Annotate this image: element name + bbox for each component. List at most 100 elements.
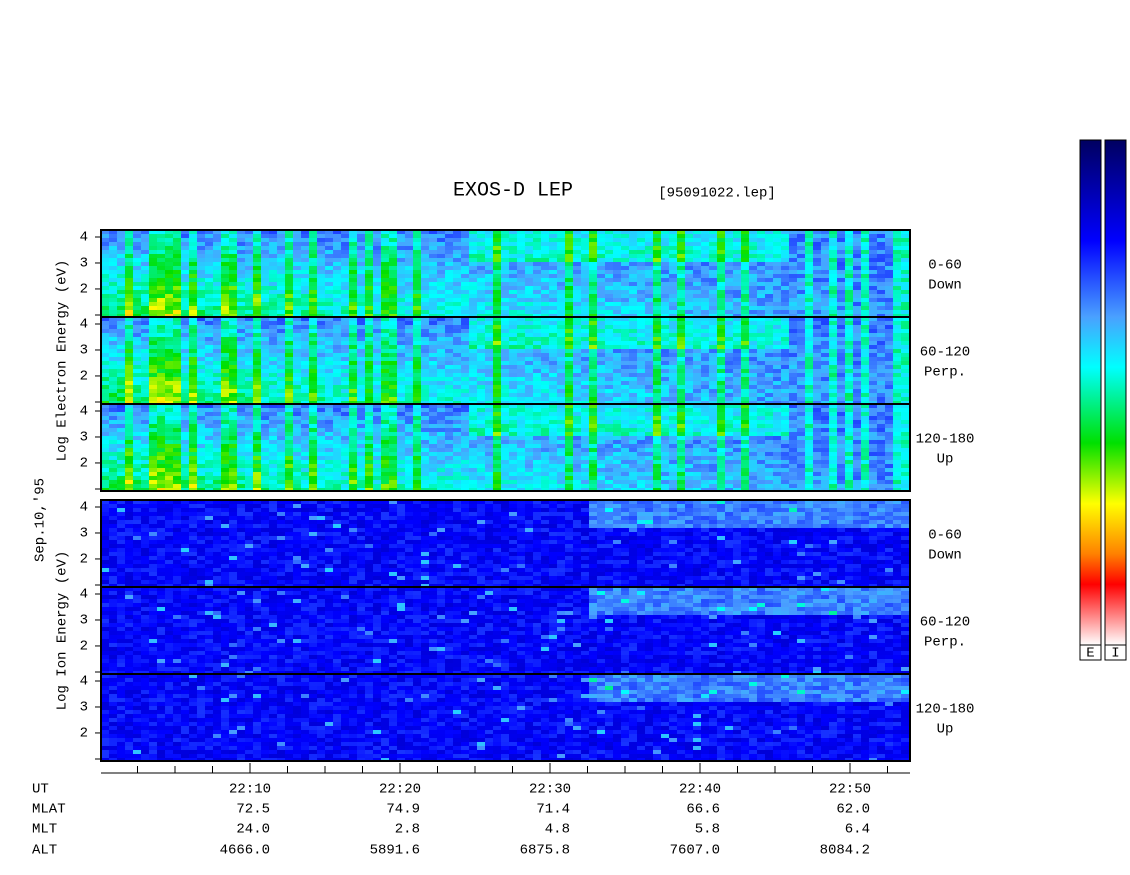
spectrogram-cell xyxy=(565,266,573,270)
spectrogram-cell xyxy=(549,282,557,286)
spectrogram-cell xyxy=(725,270,733,274)
spectrogram-cell xyxy=(885,306,893,310)
spectrogram-cell xyxy=(861,310,869,314)
spectrogram-cell xyxy=(789,314,797,317)
spectrogram-cell xyxy=(277,262,285,266)
spectrogram-cell xyxy=(117,448,125,452)
spectrogram-cell xyxy=(461,262,469,266)
spectrogram-cell xyxy=(781,254,789,258)
spectrogram-cell xyxy=(493,230,501,234)
spectrogram-cell xyxy=(581,246,589,250)
spectrogram-cell xyxy=(333,250,341,254)
spectrogram-cell xyxy=(205,329,213,333)
spectrogram-cell xyxy=(501,246,509,250)
spectrogram-cell xyxy=(205,416,213,420)
spectrogram-cell xyxy=(621,310,629,314)
spectrogram-cell xyxy=(269,258,277,262)
spectrogram-cell xyxy=(149,349,157,353)
spectrogram-cell xyxy=(773,250,781,254)
spectrogram-cell xyxy=(141,381,149,385)
spectrogram-cell xyxy=(837,373,845,377)
spectrogram-cell xyxy=(269,250,277,254)
spectrogram-cell xyxy=(645,393,653,397)
spectrogram-cell xyxy=(205,317,213,321)
spectrogram-cell xyxy=(189,393,197,397)
spectrogram-cell xyxy=(237,329,245,333)
spectrogram-cell xyxy=(525,234,533,238)
spectrogram-cell xyxy=(493,294,501,298)
spectrogram-cell xyxy=(117,432,125,436)
spectrogram-cell xyxy=(245,254,253,258)
spectrogram-cell xyxy=(317,314,325,317)
spectrogram-cell xyxy=(709,282,717,286)
spectrogram-cell xyxy=(213,238,221,242)
spectrogram-cell xyxy=(525,393,533,397)
spectrogram-cell xyxy=(141,456,149,460)
spectrogram-cell xyxy=(197,389,205,393)
spectrogram-cell xyxy=(357,337,365,341)
spectrogram-cell xyxy=(325,286,333,290)
spectrogram-cell xyxy=(333,353,341,357)
spectrogram-cell xyxy=(325,302,333,306)
spectrogram-cell xyxy=(165,250,173,254)
spectrogram-cell xyxy=(813,333,821,337)
spectrogram-cell xyxy=(677,385,685,389)
spectrogram-cell xyxy=(181,262,189,266)
spectrogram-cell xyxy=(629,369,637,373)
spectrogram-cell xyxy=(445,373,453,377)
spectrogram-cell xyxy=(181,385,189,389)
spectrogram-cell xyxy=(229,444,237,448)
spectrogram-cell xyxy=(869,270,877,274)
spectrogram-cell xyxy=(877,325,885,329)
spectrogram-cell xyxy=(877,337,885,341)
spectrogram-cell xyxy=(109,452,117,456)
spectrogram-cell xyxy=(109,428,117,432)
spectrogram-cell xyxy=(853,377,861,381)
spectrogram-cell xyxy=(469,274,477,278)
spectrogram-cell xyxy=(213,278,221,282)
spectrogram-cell xyxy=(581,353,589,357)
spectrogram-cell xyxy=(869,258,877,262)
spectrogram-cell xyxy=(333,377,341,381)
spectrogram-cell xyxy=(437,349,445,353)
spectrogram-cell xyxy=(173,412,181,416)
spectrogram-cell xyxy=(661,254,669,258)
spectrogram-cell xyxy=(813,381,821,385)
spectrogram-cell xyxy=(677,337,685,341)
spectrogram-cell xyxy=(405,230,413,234)
spectrogram-cell xyxy=(853,353,861,357)
spectrogram-cell xyxy=(765,278,773,282)
spectrogram-cell xyxy=(549,314,557,317)
spectrogram-cell xyxy=(357,266,365,270)
spectrogram-cell xyxy=(165,282,173,286)
spectrogram-cell xyxy=(525,278,533,282)
spectrogram-cell xyxy=(117,381,125,385)
spectrogram-cell xyxy=(181,306,189,310)
spectrogram-cell xyxy=(229,321,237,325)
spectrogram-cell xyxy=(365,278,373,282)
spectrogram-cell xyxy=(781,294,789,298)
spectrogram-cell xyxy=(765,306,773,310)
spectrogram-cell xyxy=(205,385,213,389)
spectrogram-cell xyxy=(773,377,781,381)
spectrogram-cell xyxy=(781,365,789,369)
spectrogram-cell xyxy=(309,286,317,290)
spectrogram-cell xyxy=(365,381,373,385)
spectrogram-cell xyxy=(381,381,389,385)
spectrogram-cell xyxy=(517,341,525,345)
spectrogram-cell xyxy=(245,337,253,341)
spectrogram-cell xyxy=(789,238,797,242)
spectrogram-cell xyxy=(653,325,661,329)
spectrogram-cell xyxy=(389,365,397,369)
spectrogram-cell xyxy=(637,278,645,282)
spectrogram-cell xyxy=(221,258,229,262)
spectrogram-cell xyxy=(285,262,293,266)
spectrogram-cell xyxy=(205,234,213,238)
spectrogram-cell xyxy=(229,472,237,476)
spectrogram-cell xyxy=(565,250,573,254)
spectrogram-cell xyxy=(533,393,541,397)
spectrogram-cell xyxy=(469,266,477,270)
spectrogram-cell xyxy=(141,412,149,416)
spectrogram-cell xyxy=(565,286,573,290)
spectrogram-cell xyxy=(357,250,365,254)
